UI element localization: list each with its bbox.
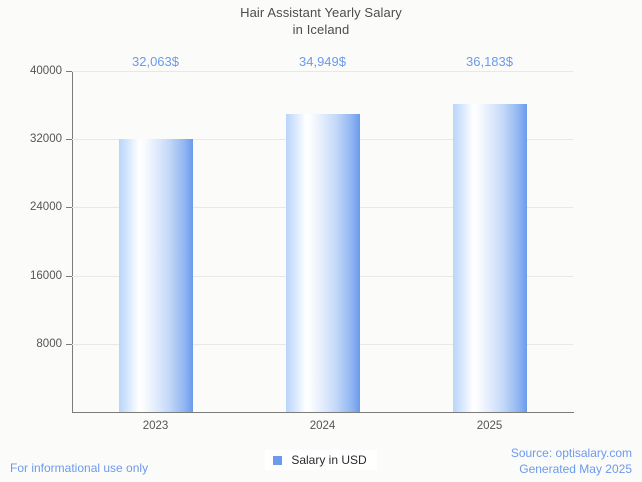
x-axis-tick-label-2025: 2025	[476, 420, 503, 432]
legend-swatch-icon	[273, 455, 283, 465]
legend-item-salary-in-usd[interactable]: Salary in USD	[265, 450, 377, 470]
chart-title-line2: in Iceland	[292, 22, 350, 37]
y-axis-tick-mark	[66, 207, 72, 209]
y-axis-tick-label: 8000	[36, 337, 62, 350]
bar-2025[interactable]	[452, 103, 527, 412]
chart-title: Hair Assistant Yearly Salary in Iceland	[0, 4, 642, 38]
gridline	[72, 71, 573, 72]
legend-item-label: Salary in USD	[291, 453, 367, 467]
y-axis-tick-label: 24000	[30, 201, 62, 214]
bar-value-label-2024: 34,949$	[299, 54, 346, 69]
y-axis-tick-mark	[66, 71, 72, 72]
generated-date-text: Generated May 2025	[519, 462, 632, 476]
source-attribution: Source: optisalary.com Generated May 202…	[511, 445, 632, 477]
y-axis-tick-mark	[66, 275, 72, 277]
bar-2024[interactable]	[285, 114, 360, 412]
x-axis-line	[72, 412, 574, 413]
chart-legend: Salary in USD	[0, 450, 642, 470]
bar-value-label-2023: 32,063$	[132, 54, 179, 69]
y-axis-tick-label: 40000	[30, 65, 62, 77]
plot-area	[66, 71, 573, 412]
source-text: Source: optisalary.com	[510, 446, 632, 460]
chart-title-line1: Hair Assistant Yearly Salary	[240, 5, 402, 20]
y-axis-tick-mark	[66, 139, 72, 141]
y-axis-tick-mark	[66, 343, 72, 345]
y-axis-tick-label: 16000	[30, 269, 62, 282]
x-axis-tick-label-2024: 2024	[309, 420, 336, 432]
bar-value-label-2025: 36,183$	[466, 54, 513, 69]
y-axis-tick-label: 32000	[30, 133, 62, 146]
y-axis-line	[72, 71, 73, 413]
bar-2023[interactable]	[118, 138, 193, 412]
disclaimer-text: For informational use only	[10, 461, 149, 475]
x-axis-tick-label-2023: 2023	[142, 420, 169, 432]
